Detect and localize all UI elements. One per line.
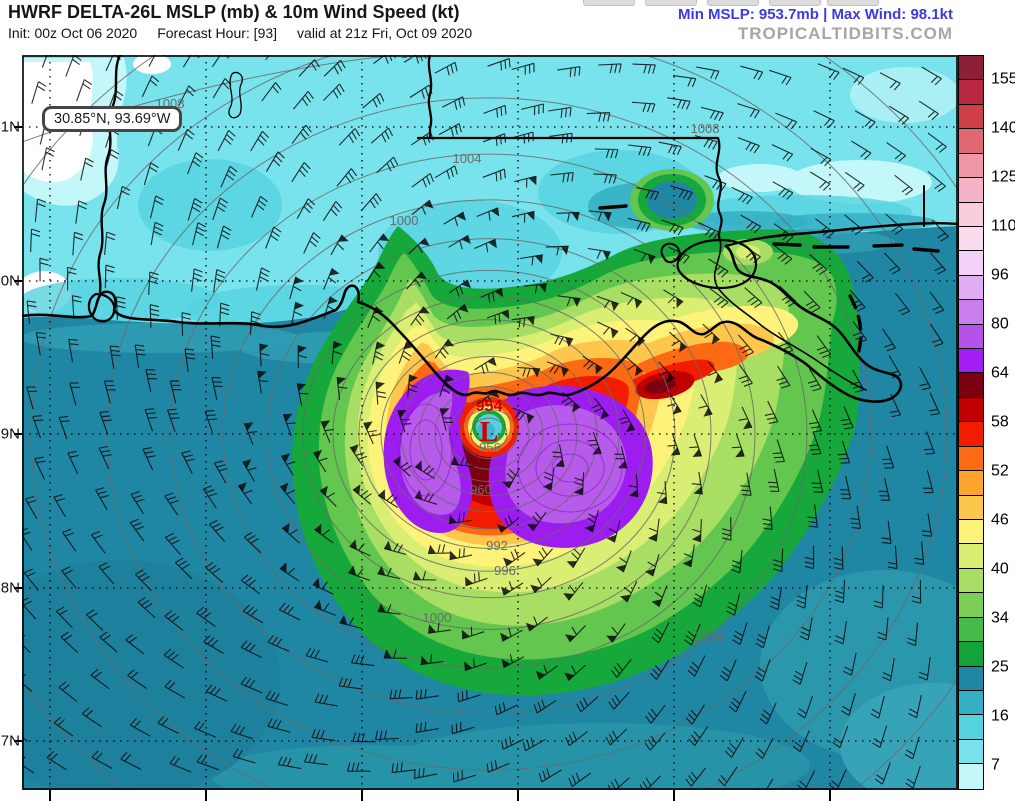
forecast-hour: Forecast Hour: [93] xyxy=(157,25,278,41)
colorbar-tick-label: 125 xyxy=(991,167,1015,185)
colorbar-cell xyxy=(959,373,983,398)
min-pressure-label: 954 xyxy=(476,398,503,415)
contour-label: 960 xyxy=(470,482,492,497)
colorbar-cell xyxy=(959,593,983,618)
lon-tick xyxy=(205,790,207,801)
colorbar-tick-label: 40 xyxy=(991,559,1009,577)
colorbar-tick-label: 80 xyxy=(991,314,1009,332)
colorbar-tick-label: 52 xyxy=(991,461,1009,479)
map-border xyxy=(22,55,958,790)
lon-tick xyxy=(673,790,675,801)
colorbar-cell xyxy=(959,495,983,521)
colorbar-cell xyxy=(959,202,983,227)
site-watermark: TROPICALTIDBITS.COM xyxy=(737,24,953,43)
share-button[interactable] xyxy=(827,0,879,6)
lat-tick xyxy=(14,126,22,128)
colorbar-tick-label: 25 xyxy=(991,657,1009,675)
colorbar-cell xyxy=(959,666,983,691)
colorbar-cell xyxy=(959,544,983,569)
colorbar-cell xyxy=(959,568,983,594)
contour-label: 996 xyxy=(494,563,516,578)
colorbar-tick-label: 96 xyxy=(991,265,1009,283)
colorbar-cell xyxy=(959,178,983,203)
lat-tick xyxy=(14,280,22,282)
run-info: Init: 00z Oct 06 2020 Forecast Hour: [93]… xyxy=(8,25,492,41)
colorbar-cell xyxy=(959,642,983,667)
colorbar-cell xyxy=(959,690,983,716)
lat-tick xyxy=(14,433,22,435)
lat-tick xyxy=(14,740,22,742)
lat-label: 30N xyxy=(0,272,20,290)
contour-label: 1004 xyxy=(453,151,482,166)
share-button[interactable] xyxy=(645,0,697,6)
wind-barbs xyxy=(22,55,949,790)
share-button[interactable] xyxy=(707,0,759,6)
colorbar-cell xyxy=(959,715,983,740)
wind-speed-colorbar xyxy=(958,55,984,790)
low-center-symbol: L xyxy=(480,417,499,448)
colorbar-cell xyxy=(959,397,983,423)
contour-label: 1004 xyxy=(694,629,723,644)
colorbar-cell xyxy=(959,251,983,276)
share-button[interactable] xyxy=(769,0,821,6)
lat-label: 29N xyxy=(0,425,20,443)
lon-tick xyxy=(517,790,519,801)
colorbar-tick-label: 16 xyxy=(991,706,1009,724)
colorbar-cell xyxy=(959,226,983,252)
colorbar-cell xyxy=(959,349,983,374)
colorbar-cell xyxy=(959,104,983,130)
colorbar-cell xyxy=(959,56,983,81)
contour-label: 1008 xyxy=(691,121,720,136)
ocean-shade-patches xyxy=(22,229,958,790)
colorbar-cell xyxy=(959,275,983,301)
lat-tick xyxy=(14,587,22,589)
colorbar-cell xyxy=(959,520,983,545)
colorbar-cell xyxy=(959,324,983,350)
colorbar-cell xyxy=(959,153,983,179)
forecast-map[interactable]: 1008100810041000100895696099299610001004… xyxy=(22,55,958,790)
colorbar-tick-label: 155 xyxy=(991,69,1015,87)
lon-tick xyxy=(361,790,363,801)
colorbar-cell xyxy=(959,617,983,643)
contour-label: 956 xyxy=(479,440,501,455)
contour-label: 1000 xyxy=(423,610,452,625)
lat-label: 31N xyxy=(0,118,20,136)
lon-tick xyxy=(49,790,51,801)
colorbar-tick-label: 140 xyxy=(991,118,1015,136)
colorbar-cell xyxy=(959,129,983,154)
init-time: Init: 00z Oct 06 2020 xyxy=(8,25,138,41)
coastlines xyxy=(22,55,958,403)
share-button[interactable] xyxy=(583,0,635,6)
cursor-coordinates-tooltip: 30.85°N, 93.69°W xyxy=(42,106,183,132)
colorbar-tick-label: 34 xyxy=(991,608,1009,626)
colorbar-cell xyxy=(959,80,983,105)
storm-stats: Min MSLP: 953.7mb | Max Wind: 98.1kt xyxy=(678,6,953,23)
contour-label: 992 xyxy=(486,538,508,553)
colorbar-cell xyxy=(959,764,983,789)
lat-label: 28N xyxy=(0,579,20,597)
page-title: HWRF DELTA-26L MSLP (mb) & 10m Wind Spee… xyxy=(8,2,460,22)
contour-label: 1008 xyxy=(401,55,430,61)
colorbar-cell xyxy=(959,471,983,496)
colorbar-cell xyxy=(959,300,983,325)
valid-time: valid at 21z Fri, Oct 09 2020 xyxy=(297,25,473,41)
barrier-islands xyxy=(598,204,940,356)
contour-label: 1000 xyxy=(390,213,419,228)
colorbar-cell xyxy=(959,446,983,472)
colorbar-tick-label: 64 xyxy=(991,363,1009,381)
lat-label: 27N xyxy=(0,732,20,750)
colorbar-cell xyxy=(959,739,983,765)
colorbar-tick-label: 110 xyxy=(991,216,1015,234)
colorbar-tick-label: 7 xyxy=(991,755,1000,773)
colorbar-cell xyxy=(959,422,983,447)
colorbar-tick-label: 58 xyxy=(991,412,1009,430)
lon-tick xyxy=(829,790,831,801)
colorbar-tick-label: 46 xyxy=(991,510,1009,528)
